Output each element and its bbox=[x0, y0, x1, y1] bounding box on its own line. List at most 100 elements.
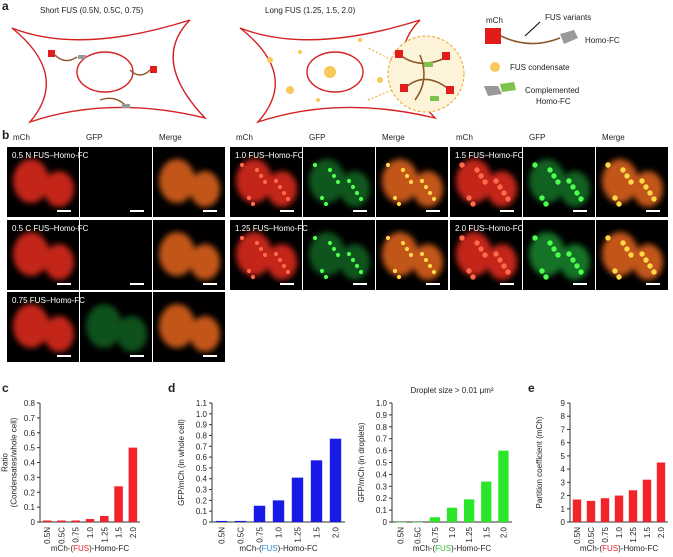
x-tick-label: 2.0 bbox=[332, 526, 341, 538]
droplet bbox=[385, 235, 391, 241]
droplet bbox=[319, 195, 325, 201]
bar bbox=[586, 500, 596, 522]
schematic-label: Short FUS (0.5N, 0.5C, 0.75) bbox=[40, 6, 143, 15]
droplet bbox=[335, 252, 341, 258]
cell bbox=[487, 244, 517, 280]
cell bbox=[633, 171, 663, 207]
y-tick-label: 0.8 bbox=[376, 423, 388, 432]
x-axis-label: mCh-(FUS)-Homo-FC bbox=[413, 544, 491, 553]
droplet bbox=[427, 263, 433, 269]
image bbox=[80, 220, 152, 290]
x-tick-label: 0.75 bbox=[256, 526, 265, 542]
x-tick-label: 1.5 bbox=[482, 526, 491, 538]
droplet bbox=[281, 190, 287, 196]
cell bbox=[44, 316, 74, 352]
y-tick-label: 9 bbox=[561, 399, 566, 408]
legend-label: Complemented bbox=[525, 86, 579, 95]
droplet bbox=[574, 190, 580, 196]
droplet bbox=[624, 246, 630, 252]
droplet bbox=[331, 173, 337, 179]
x-tick-label: 1.25 bbox=[294, 526, 303, 542]
cell bbox=[633, 244, 663, 280]
x-tick-label: 2.0 bbox=[657, 526, 666, 538]
droplet bbox=[643, 257, 649, 263]
bar bbox=[464, 499, 475, 522]
x-label-part: )-Homo-FC bbox=[89, 544, 129, 553]
x-tick-label: 0.5N bbox=[218, 527, 227, 544]
cell bbox=[44, 244, 74, 280]
x-label-part: )-Homo-FC bbox=[451, 544, 491, 553]
droplet bbox=[400, 167, 406, 173]
droplet bbox=[639, 251, 645, 257]
droplet bbox=[493, 251, 499, 257]
droplet bbox=[354, 263, 360, 269]
droplet bbox=[620, 167, 626, 173]
droplet bbox=[478, 173, 484, 179]
droplet bbox=[285, 196, 291, 202]
bar bbox=[429, 517, 440, 522]
cell bbox=[340, 244, 370, 280]
droplet bbox=[532, 235, 538, 241]
cell bbox=[560, 171, 590, 207]
droplet bbox=[482, 252, 488, 258]
bar bbox=[572, 499, 582, 522]
cell bbox=[190, 171, 220, 207]
x-tick-label: 1.25 bbox=[465, 526, 474, 542]
panel-label: a bbox=[2, 0, 9, 13]
bar bbox=[114, 486, 123, 522]
column-header: GFP bbox=[309, 133, 325, 142]
cell-signal bbox=[159, 232, 220, 280]
bar bbox=[656, 462, 666, 522]
x-tick-label: 0.75 bbox=[601, 526, 610, 542]
x-axis-label: mCh-(FUS)-Homo-FC bbox=[580, 544, 658, 553]
droplet bbox=[551, 173, 557, 179]
bar bbox=[628, 490, 638, 522]
droplet bbox=[570, 184, 576, 190]
droplet bbox=[423, 257, 429, 263]
column-header: mCh bbox=[456, 133, 473, 142]
cell bbox=[159, 232, 195, 276]
y-tick-label: 0.3 bbox=[24, 473, 36, 482]
panel-label: e bbox=[528, 381, 535, 395]
y-tick-label: 0 bbox=[561, 518, 566, 527]
bar bbox=[42, 520, 52, 522]
x-tick-label: 0.5N bbox=[43, 527, 52, 544]
image-label: 0.75 FUS–Homo-FC bbox=[12, 296, 85, 305]
droplet bbox=[404, 246, 410, 252]
x-label-part: )-Homo-FC bbox=[618, 544, 658, 553]
x-tick-label: 1.0 bbox=[448, 526, 457, 538]
image-label: 0.5 C FUS–Homo-FC bbox=[12, 224, 89, 233]
cell bbox=[309, 232, 345, 276]
legend-icons bbox=[484, 21, 578, 96]
droplet bbox=[254, 167, 260, 173]
schematic-label: Long FUS (1.25, 1.5, 2.0) bbox=[265, 6, 356, 15]
bar bbox=[498, 450, 509, 522]
x-tick-label: 0.5C bbox=[237, 527, 246, 544]
y-axis-label: GFP/mCh (in droplets) bbox=[357, 422, 366, 502]
y-tick-label: 1.0 bbox=[196, 410, 208, 419]
droplet bbox=[392, 195, 398, 201]
y-tick-label: 0.8 bbox=[24, 399, 36, 408]
y-tick-label: 0.1 bbox=[376, 506, 388, 515]
cell bbox=[382, 159, 418, 203]
droplet bbox=[312, 235, 318, 241]
panel-label: b bbox=[2, 128, 9, 142]
y-tick-label: 0.1 bbox=[196, 507, 208, 516]
bar bbox=[100, 516, 109, 522]
bar bbox=[85, 519, 95, 522]
cell-signal bbox=[13, 159, 74, 207]
droplet bbox=[555, 179, 561, 185]
x-tick-label: 0.5C bbox=[414, 527, 423, 544]
y-axis-label: Partition coefficient (mCh) bbox=[535, 416, 544, 508]
droplet bbox=[262, 179, 268, 185]
droplet bbox=[478, 246, 484, 252]
bar bbox=[128, 447, 138, 522]
y-tick-label: 5 bbox=[561, 452, 566, 461]
x-axis-label: mCh-(FUS)-Homo-FC bbox=[51, 544, 129, 553]
bar bbox=[71, 520, 80, 522]
y-axis-label: (Condensates/whole cell) bbox=[10, 417, 19, 507]
y-tick-label: 0.4 bbox=[24, 459, 36, 468]
droplet bbox=[470, 201, 476, 207]
droplet bbox=[408, 252, 414, 258]
x-label-part: mCh-( bbox=[51, 544, 74, 553]
